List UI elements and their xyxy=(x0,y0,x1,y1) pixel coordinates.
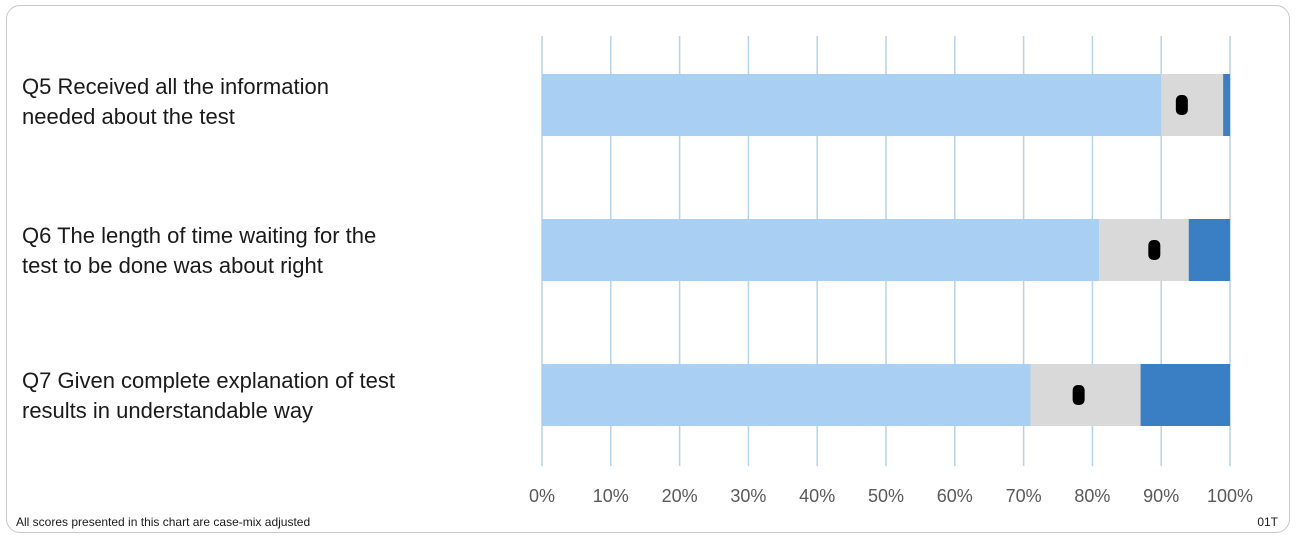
category-label-line: needed about the test xyxy=(22,104,235,129)
footer-note: All scores presented in this chart are c… xyxy=(16,515,311,529)
score-marker xyxy=(1175,95,1188,115)
x-tick-label: 90% xyxy=(1143,486,1179,506)
x-tick-label: 70% xyxy=(1006,486,1042,506)
x-tick-label: 10% xyxy=(593,486,629,506)
category-label-q6: Q6 The length of time waiting for the te… xyxy=(22,221,502,281)
x-tick-label: 0% xyxy=(529,486,555,506)
bar-segment xyxy=(542,364,1031,426)
bar-segment xyxy=(1188,219,1230,281)
category-label-q7: Q7 Given complete explanation of test re… xyxy=(22,366,502,426)
x-tick-label: 40% xyxy=(799,486,835,506)
x-tick-label: 20% xyxy=(662,486,698,506)
x-tick-label: 60% xyxy=(937,486,973,506)
bar-segment xyxy=(1099,219,1189,281)
category-label-q5: Q5 Received all the information needed a… xyxy=(22,72,502,132)
score-marker xyxy=(1072,385,1085,405)
x-tick-label: 50% xyxy=(868,486,904,506)
x-tick-label: 30% xyxy=(730,486,766,506)
category-label-line: Q7 Given complete explanation of test xyxy=(22,368,395,393)
category-label-line: test to be done was about right xyxy=(22,253,323,278)
x-tick-label: 80% xyxy=(1074,486,1110,506)
bar-segment xyxy=(1161,74,1224,136)
score-marker xyxy=(1148,240,1161,260)
category-label-line: results in understandable way xyxy=(22,398,314,423)
category-label-line: Q5 Received all the information xyxy=(22,74,329,99)
bar-segment xyxy=(542,219,1100,281)
category-label-line: Q6 The length of time waiting for the xyxy=(22,223,377,248)
bar-segment xyxy=(1140,364,1230,426)
footer-code: 01T xyxy=(1257,515,1278,529)
bar-segment xyxy=(1030,364,1141,426)
bar-segment xyxy=(542,74,1162,136)
bar-segment xyxy=(1223,74,1230,136)
x-tick-label: 100% xyxy=(1207,486,1253,506)
